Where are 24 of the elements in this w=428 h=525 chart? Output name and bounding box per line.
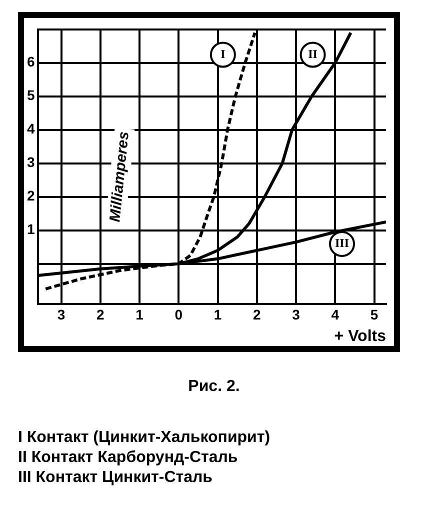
text: Рис. 2. <box>187 378 241 396</box>
series-label: I <box>220 46 226 61</box>
y-tick-label: 3 <box>26 154 35 170</box>
y-tick-label: 5 <box>26 87 35 104</box>
series-label: II <box>308 46 318 61</box>
x-tick-label: 5 <box>370 306 378 322</box>
x-tick-label: 0 <box>174 306 183 322</box>
x-tick-label: 2 <box>96 306 104 322</box>
x-tick-label: 3 <box>292 306 300 322</box>
text: I Контакт (Цинкит-Халькопирит) <box>18 428 270 448</box>
text: III Контакт Цинкит-Сталь <box>18 468 214 488</box>
x-tick-label: 1 <box>136 306 144 322</box>
y-tick-label: 6 <box>26 54 35 70</box>
y-axis-title: Milliamperes <box>106 130 133 223</box>
x-tick-label: 2 <box>252 306 261 322</box>
y-tick-label: 1 <box>26 221 35 238</box>
text: II Контакт Карборунд-Сталь <box>18 448 239 468</box>
x-tick-label: 4 <box>331 306 340 322</box>
x-axis-title: + Volts <box>334 328 386 345</box>
y-tick-label: 2 <box>26 188 35 204</box>
x-tick-label: 3 <box>57 306 66 322</box>
y-tick-label: 4 <box>26 120 35 137</box>
series-label: III <box>334 236 350 250</box>
x-tick-label: 1 <box>214 306 222 322</box>
